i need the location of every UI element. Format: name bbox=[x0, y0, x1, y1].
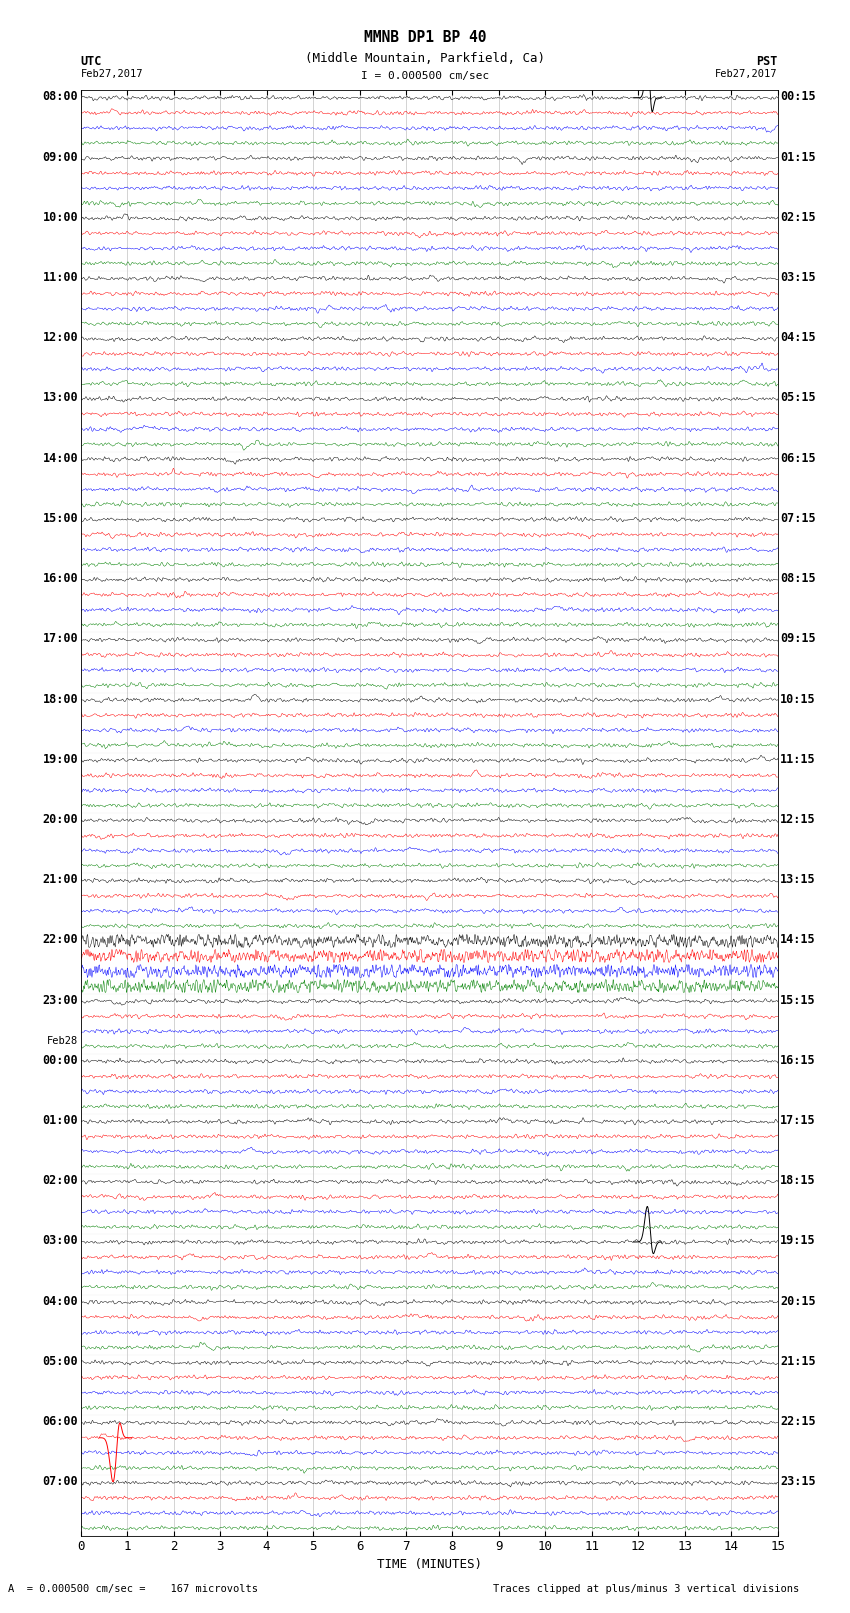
Text: 05:00: 05:00 bbox=[42, 1355, 78, 1368]
Text: 13:15: 13:15 bbox=[780, 873, 816, 886]
Text: 06:00: 06:00 bbox=[42, 1415, 78, 1428]
Text: Feb27,2017: Feb27,2017 bbox=[715, 69, 778, 79]
Text: 22:00: 22:00 bbox=[42, 934, 78, 947]
Text: (Middle Mountain, Parkfield, Ca): (Middle Mountain, Parkfield, Ca) bbox=[305, 52, 545, 65]
Text: A  = 0.000500 cm/sec =    167 microvolts: A = 0.000500 cm/sec = 167 microvolts bbox=[8, 1584, 258, 1594]
Text: 16:00: 16:00 bbox=[42, 573, 78, 586]
Text: 05:15: 05:15 bbox=[780, 392, 816, 405]
Text: 02:15: 02:15 bbox=[780, 211, 816, 224]
Text: 13:00: 13:00 bbox=[42, 392, 78, 405]
Text: I = 0.000500 cm/sec: I = 0.000500 cm/sec bbox=[361, 71, 489, 81]
Text: 08:00: 08:00 bbox=[42, 90, 78, 103]
Text: 15:15: 15:15 bbox=[780, 994, 816, 1007]
Text: 18:00: 18:00 bbox=[42, 692, 78, 705]
Text: 22:15: 22:15 bbox=[780, 1415, 816, 1428]
Text: Feb28: Feb28 bbox=[47, 1036, 78, 1045]
Text: 14:15: 14:15 bbox=[780, 934, 816, 947]
X-axis label: TIME (MINUTES): TIME (MINUTES) bbox=[377, 1558, 482, 1571]
Text: 23:15: 23:15 bbox=[780, 1476, 816, 1489]
Text: 19:00: 19:00 bbox=[42, 753, 78, 766]
Text: 03:00: 03:00 bbox=[42, 1234, 78, 1247]
Text: 11:00: 11:00 bbox=[42, 271, 78, 284]
Text: 09:15: 09:15 bbox=[780, 632, 816, 645]
Text: 00:15: 00:15 bbox=[780, 90, 816, 103]
Text: 04:00: 04:00 bbox=[42, 1295, 78, 1308]
Text: 00:00: 00:00 bbox=[42, 1053, 78, 1066]
Text: 12:00: 12:00 bbox=[42, 331, 78, 344]
Text: 10:15: 10:15 bbox=[780, 692, 816, 705]
Text: 20:00: 20:00 bbox=[42, 813, 78, 826]
Text: 07:15: 07:15 bbox=[780, 511, 816, 524]
Text: 21:00: 21:00 bbox=[42, 873, 78, 886]
Text: 01:15: 01:15 bbox=[780, 150, 816, 163]
Text: 19:15: 19:15 bbox=[780, 1234, 816, 1247]
Text: 12:15: 12:15 bbox=[780, 813, 816, 826]
Text: Feb27,2017: Feb27,2017 bbox=[81, 69, 144, 79]
Text: 03:15: 03:15 bbox=[780, 271, 816, 284]
Text: UTC: UTC bbox=[81, 55, 102, 68]
Text: 20:15: 20:15 bbox=[780, 1295, 816, 1308]
Text: 18:15: 18:15 bbox=[780, 1174, 816, 1187]
Text: 07:00: 07:00 bbox=[42, 1476, 78, 1489]
Text: 10:00: 10:00 bbox=[42, 211, 78, 224]
Text: 01:00: 01:00 bbox=[42, 1115, 78, 1127]
Text: 09:00: 09:00 bbox=[42, 150, 78, 163]
Text: 04:15: 04:15 bbox=[780, 331, 816, 344]
Text: 16:15: 16:15 bbox=[780, 1053, 816, 1066]
Text: Traces clipped at plus/minus 3 vertical divisions: Traces clipped at plus/minus 3 vertical … bbox=[493, 1584, 799, 1594]
Text: 08:15: 08:15 bbox=[780, 573, 816, 586]
Text: 23:00: 23:00 bbox=[42, 994, 78, 1007]
Text: 02:00: 02:00 bbox=[42, 1174, 78, 1187]
Text: 14:00: 14:00 bbox=[42, 452, 78, 465]
Text: 11:15: 11:15 bbox=[780, 753, 816, 766]
Text: 21:15: 21:15 bbox=[780, 1355, 816, 1368]
Text: MMNB DP1 BP 40: MMNB DP1 BP 40 bbox=[364, 31, 486, 45]
Text: 15:00: 15:00 bbox=[42, 511, 78, 524]
Text: 17:15: 17:15 bbox=[780, 1115, 816, 1127]
Text: PST: PST bbox=[756, 55, 778, 68]
Text: 17:00: 17:00 bbox=[42, 632, 78, 645]
Text: 06:15: 06:15 bbox=[780, 452, 816, 465]
